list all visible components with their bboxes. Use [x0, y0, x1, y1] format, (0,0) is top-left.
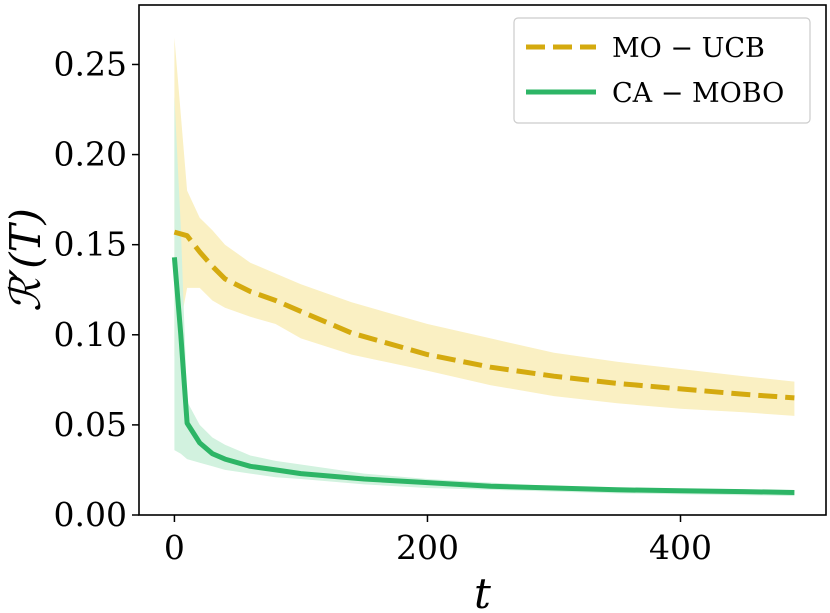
- y-tick-label: 0.25: [54, 44, 127, 83]
- x-axis-ticks: 0 200 400: [164, 515, 712, 567]
- y-tick-label: 0.10: [54, 315, 127, 354]
- y-axis-label: ℛ′(T): [1, 208, 50, 312]
- y-tick-label: 0.20: [54, 135, 127, 174]
- x-tick-label: 0: [164, 528, 185, 567]
- band-mo-ucb: [174, 37, 795, 416]
- legend-label-ca-mobo: CA − MOBO: [612, 78, 784, 109]
- y-tick-label: 0.05: [54, 405, 127, 444]
- band-ca-mobo: [174, 96, 795, 497]
- x-tick-label: 200: [396, 528, 459, 567]
- plot-frame: [138, 4, 827, 516]
- x-tick-label: 400: [649, 528, 712, 567]
- y-tick-label: 0.00: [54, 495, 127, 534]
- legend-box: [513, 17, 811, 124]
- confidence-bands: [174, 37, 795, 497]
- y-tick-label: 0.15: [54, 225, 127, 264]
- line-ca-mobo: [171, 257, 795, 495]
- line-mo-ucb: [173, 229, 795, 401]
- legend-label-mo-ucb: MO − UCB: [612, 33, 765, 64]
- legend: MO − UCB CA − MOBO: [513, 17, 811, 124]
- x-axis-label: t: [474, 569, 491, 613]
- y-axis-ticks: 0.00 0.05 0.10 0.15 0.20 0.25: [54, 44, 139, 534]
- series-lines: [171, 229, 795, 495]
